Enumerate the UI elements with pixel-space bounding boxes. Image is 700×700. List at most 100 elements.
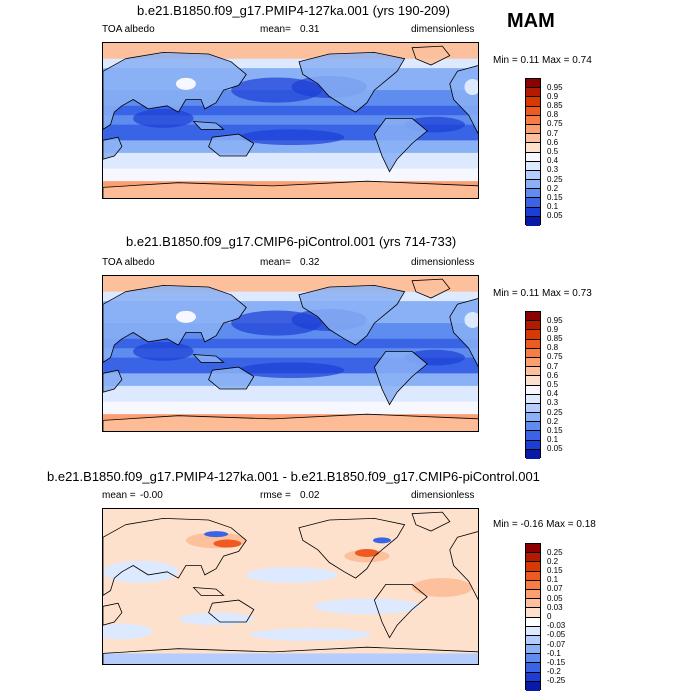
colorbar-swatch	[526, 608, 540, 618]
panel-3-colorbar	[525, 543, 541, 691]
colorbar-tick-label: 0.75	[547, 119, 563, 129]
panel-1-units: dimensionless	[411, 24, 475, 35]
colorbar-tick-label: 0	[547, 612, 552, 621]
colorbar-swatch	[526, 635, 540, 646]
colorbar-swatch	[526, 681, 540, 691]
panel-3-rmse-value: 0.02	[300, 490, 320, 501]
colorbar-tick-label: 0.1	[547, 435, 559, 445]
colorbar-swatch	[526, 189, 540, 199]
colorbar-swatch	[526, 321, 540, 331]
colorbar-swatch	[526, 106, 540, 116]
colorbar-swatch	[526, 645, 540, 655]
colorbar-swatch	[526, 312, 540, 322]
colorbar-tick-label: 0.95	[547, 315, 563, 325]
colorbar-tick-label: 0.5	[547, 380, 559, 389]
panel-2-colorbar	[525, 311, 541, 459]
panel-2-mean-value: 0.32	[300, 257, 320, 268]
panel-1-map	[102, 42, 479, 199]
panel-1-variable-label: TOA albedo	[102, 24, 155, 35]
panel-2-mean-label: mean=	[260, 257, 291, 268]
colorbar-swatch	[526, 672, 540, 682]
colorbar-tick-label: 0.2	[547, 416, 559, 426]
colorbar-swatch	[526, 599, 540, 609]
colorbar-swatch	[526, 357, 540, 368]
colorbar-tick-label: 0.05	[547, 593, 563, 603]
colorbar-tick-label: -0.25	[547, 676, 566, 686]
panel-3-units: dimensionless	[411, 490, 475, 501]
colorbar-swatch	[526, 580, 540, 590]
colorbar-swatch	[526, 553, 540, 563]
colorbar-swatch	[526, 376, 540, 386]
colorbar-swatch	[526, 589, 540, 600]
panel-3-map	[102, 508, 479, 665]
colorbar-tick-label: 0.7	[547, 361, 559, 371]
colorbar-swatch	[526, 394, 540, 404]
colorbar-swatch	[526, 161, 540, 171]
panel-2-title: b.e21.B1850.f09_g17.CMIP6-piControl.001 …	[126, 234, 457, 249]
colorbar-tick-label: -0.05	[547, 630, 566, 640]
colorbar-swatch	[526, 544, 540, 554]
panel-1-mean-value: 0.31	[300, 24, 320, 35]
colorbar-swatch	[526, 115, 540, 125]
colorbar-tick-label: 0.1	[547, 202, 559, 212]
colorbar-swatch	[526, 626, 540, 636]
colorbar-swatch	[526, 207, 540, 217]
colorbar-tick-label: 0.7	[547, 128, 559, 138]
colorbar-swatch	[526, 134, 540, 144]
colorbar-tick-label: 0.95	[547, 82, 563, 92]
colorbar-tick-label: 0.05	[547, 444, 563, 454]
colorbar-swatch	[526, 348, 540, 358]
colorbar-tick-label: 0.25	[547, 547, 563, 557]
colorbar-swatch	[526, 152, 540, 162]
colorbar-tick-label: -0.2	[547, 667, 561, 677]
colorbar-swatch	[526, 198, 540, 208]
panel-1-title: b.e21.B1850.f09_g17.PMIP4-127ka.001 (yrs…	[137, 3, 450, 18]
colorbar-swatch	[526, 124, 540, 135]
panel-3-title: b.e21.B1850.f09_g17.PMIP4-127ka.001 - b.…	[47, 469, 540, 484]
colorbar-swatch	[526, 663, 540, 673]
colorbar-tick-label: 0.6	[547, 370, 559, 380]
colorbar-tick-label: 0.2	[547, 183, 559, 193]
colorbar-tick-label: 0.8	[547, 110, 559, 120]
colorbar-tick-label: 0.05	[547, 211, 563, 221]
colorbar-swatch	[526, 339, 540, 349]
colorbar-swatch	[526, 449, 540, 459]
colorbar-tick-label: 0.85	[547, 334, 563, 344]
colorbar-tick-label: 0.1	[547, 575, 559, 585]
panel-2-units: dimensionless	[411, 257, 475, 268]
colorbar-tick-label: 0.4	[547, 156, 559, 166]
colorbar-tick-label: 0.3	[547, 165, 559, 175]
colorbar-tick-label: 0.9	[547, 324, 559, 334]
colorbar-swatch	[526, 385, 540, 395]
season-label: MAM	[507, 10, 555, 32]
colorbar-swatch	[526, 654, 540, 664]
colorbar-swatch	[526, 562, 540, 572]
panel-2-min-max: Min = 0.11 Max = 0.73	[493, 288, 592, 299]
colorbar-swatch	[526, 440, 540, 450]
colorbar-swatch	[526, 88, 540, 98]
colorbar-tick-label: 0.15	[547, 566, 563, 576]
colorbar-swatch	[526, 367, 540, 377]
colorbar-swatch	[526, 431, 540, 441]
colorbar-swatch	[526, 403, 540, 414]
colorbar-tick-label: 0.25	[547, 407, 563, 417]
panel-2-variable-label: TOA albedo	[102, 257, 155, 268]
colorbar-tick-label: 0.15	[547, 192, 563, 202]
colorbar-tick-label: 0.25	[547, 174, 563, 184]
colorbar-swatch	[526, 180, 540, 190]
colorbar-tick-label: 0.3	[547, 398, 559, 408]
colorbar-tick-label: 0.6	[547, 137, 559, 147]
panel-1-min-max: Min = 0.11 Max = 0.74	[493, 55, 592, 66]
panel-1-mean-label: mean=	[260, 24, 291, 35]
panel-3-mean-value: -0.00	[140, 490, 163, 501]
colorbar-swatch	[526, 571, 540, 581]
colorbar-swatch	[526, 79, 540, 89]
colorbar-tick-label: 0.9	[547, 91, 559, 101]
colorbar-tick-label: -0.1	[547, 648, 561, 658]
colorbar-tick-label: -0.07	[547, 639, 566, 649]
colorbar-tick-label: 0.03	[547, 602, 563, 612]
colorbar-tick-label: 0.75	[547, 352, 563, 362]
colorbar-tick-label: 0.15	[547, 425, 563, 435]
colorbar-tick-label: 0.85	[547, 101, 563, 111]
panel-1-colorbar	[525, 78, 541, 226]
